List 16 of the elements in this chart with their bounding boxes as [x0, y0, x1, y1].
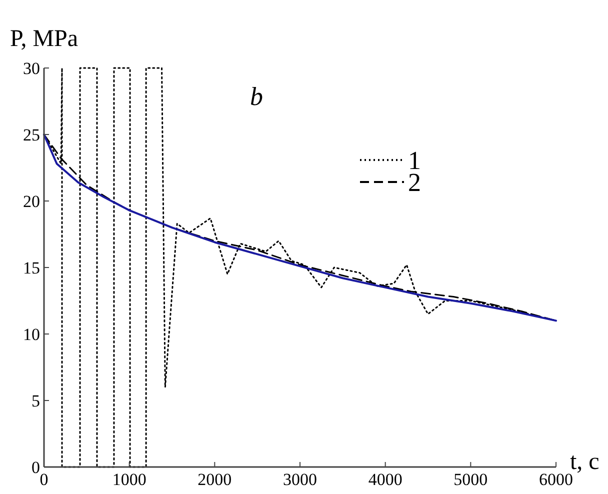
- x-tick-label: 3000: [283, 470, 317, 489]
- y-tick-label: 15: [23, 258, 40, 278]
- y-tick-label: 10: [23, 325, 40, 344]
- x-tick-label: 4000: [368, 470, 402, 489]
- y-axis-title: P, MPa: [10, 26, 78, 52]
- y-tick-label: 30: [23, 59, 40, 78]
- x-axis-title: t, c: [570, 449, 600, 475]
- y-tick-label: 0: [32, 458, 40, 477]
- x-tick-label: 1000: [112, 470, 146, 489]
- x-tick-label: 6000: [539, 470, 573, 489]
- y-tick-label: 20: [23, 192, 40, 211]
- y-tick-label: 5: [32, 392, 40, 410]
- x-tick-label: 2000: [198, 470, 232, 489]
- x-tick-label: 5000: [454, 470, 488, 489]
- y-tick-label: 25: [23, 126, 40, 144]
- annotation: b: [250, 82, 263, 111]
